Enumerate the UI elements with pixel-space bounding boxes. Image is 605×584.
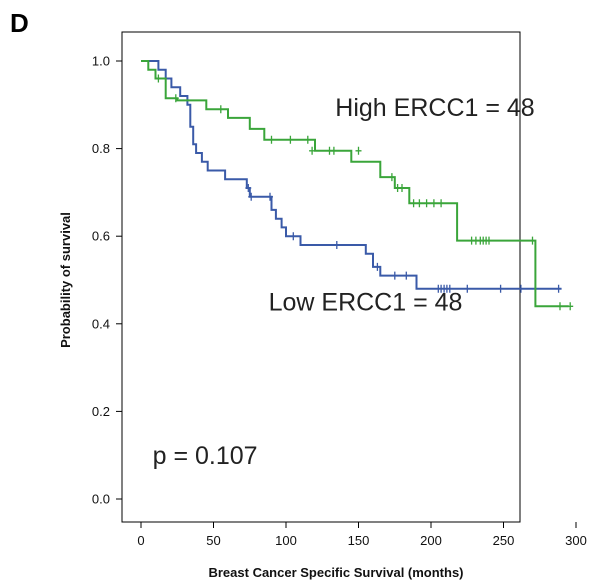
censor-mark [304,135,311,144]
censor-mark [245,184,252,192]
x-tick-label: 50 [206,533,220,548]
censor-mark [446,284,453,293]
censor-mark [555,284,562,293]
y-tick-label: 0.4 [92,316,110,331]
x-tick-label: 300 [565,533,587,548]
axes-layer: 0 50 100 150 200 250 300 0.0 0.2 0.4 0.6 0.8 1.0 [92,54,587,549]
x-tick-label: 200 [420,533,442,548]
y-tick-label: 0.2 [92,404,110,419]
censor-mark [438,199,445,208]
censor-mark [391,271,398,280]
low-ercc1-series [141,60,562,293]
chart-annotation: High ERCC1 = 48 [335,94,534,122]
survival-curve [141,60,569,308]
censor-mark [172,94,179,103]
x-tick-label: 150 [348,533,370,548]
censor-mark [309,146,316,155]
censor-mark [388,173,395,182]
censor-mark [399,184,405,192]
censor-mark [430,199,437,208]
x-axis-title: Breast Cancer Specific Survival (months) [208,565,463,580]
chart-annotation: p = 0.107 [153,442,258,470]
censor-mark [486,236,492,245]
censor-mark [217,105,224,114]
censor-mark [290,232,297,241]
x-tick-label: 100 [275,533,297,548]
annotation-layer: High ERCC1 = 48 Low ERCC1 = 48 p = 0.107 [153,94,535,470]
censor-mark [403,271,410,280]
censor-mark [464,284,471,293]
survival-curve [141,60,562,290]
censor-mark [423,199,430,208]
censor-mark [267,192,273,201]
y-tick-label: 0.6 [92,229,110,244]
censor-mark [497,284,504,293]
censor-mark [268,135,275,144]
censor-mark [567,302,574,311]
x-tick-label: 0 [137,533,144,548]
censor-mark [557,302,563,311]
panel-label: D [10,8,29,38]
censor-mark [287,135,294,144]
y-tick-label: 0.0 [92,492,110,507]
censor-mark [374,262,381,271]
censor-mark [529,236,536,245]
series-layer [141,60,574,311]
y-tick-label: 1.0 [92,54,110,69]
x-tick-label: 250 [493,533,515,548]
censor-mark [410,199,417,208]
censor-mark [330,146,337,155]
censor-mark [517,284,524,293]
censor-mark [248,192,255,201]
censor-mark [333,241,340,249]
chart-annotation: Low ERCC1 = 48 [269,289,463,317]
censor-mark [155,74,162,83]
y-axis-title: Probability of survival [58,212,73,348]
plot-frame [121,31,521,523]
censor-mark [416,199,423,208]
y-tick-label: 0.8 [92,141,110,156]
high-ercc1-series [141,60,574,311]
censor-mark [355,146,362,155]
